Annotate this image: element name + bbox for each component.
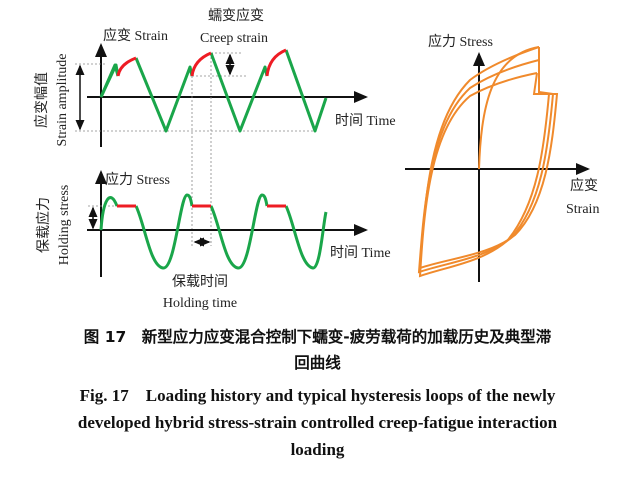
caption-en-line3: loading — [290, 440, 345, 459]
holding-time-label-en: Holding time — [163, 296, 237, 311]
guide-lines — [75, 52, 315, 246]
creep-strain-label-en: Creep strain — [200, 31, 268, 46]
stress-curve — [99, 193, 328, 270]
strain-amplitude-label-en: Strain amplitude — [55, 54, 70, 147]
hysteresis-loops — [417, 46, 559, 278]
caption-en-line2: developed hybrid stress-strain controlle… — [77, 413, 558, 432]
strain-history-plot: 应变 Strain 蠕变应变 Creep strain 时间 Time 应变幅值… — [33, 7, 396, 246]
stress-y-label: 应力 Stress — [105, 171, 170, 188]
caption-cn-line1: 图 17 新型应力应变混合控制下蠕变-疲劳载荷的加载历史及典型滞 — [83, 328, 552, 346]
caption-cn-line2: 回曲线 — [294, 354, 341, 372]
strain-y-label: 应变 Strain — [103, 27, 168, 44]
figure: 应变 Strain 蠕变应变 Creep strain 时间 Time 应变幅值… — [33, 7, 599, 311]
hysteresis-x-label-en: Strain — [566, 202, 599, 217]
holding-stress-label-cn: 保载应力 — [35, 197, 52, 253]
stress-history-plot: 应力 Stress 时间 Time 保载应力 Holding stress 保载… — [35, 170, 391, 311]
stress-x-label: 时间 Time — [330, 245, 391, 261]
hysteresis-y-label: 应力 Stress — [428, 33, 493, 50]
strain-x-label: 时间 Time — [335, 113, 396, 129]
caption-en-line1: Fig. 17 Loading history and typical hyst… — [79, 386, 556, 405]
creep-strain-label-cn: 蠕变应变 — [208, 7, 264, 24]
strain-curve-path — [99, 49, 328, 133]
hysteresis-x-label-cn: 应变 — [570, 177, 598, 194]
hysteresis-loop — [417, 59, 555, 274]
holding-stress-label-en: Holding stress — [57, 185, 72, 266]
initial-loading-curve — [478, 46, 540, 170]
hysteresis-loop — [418, 72, 551, 278]
strain-amplitude-label-cn: 应变幅值 — [33, 72, 50, 128]
holding-time-label-cn: 保载时间 — [172, 274, 228, 290]
creep-strain-segments — [116, 48, 287, 77]
hysteresis-plot: 应力 Stress 应变 Strain — [405, 33, 599, 282]
